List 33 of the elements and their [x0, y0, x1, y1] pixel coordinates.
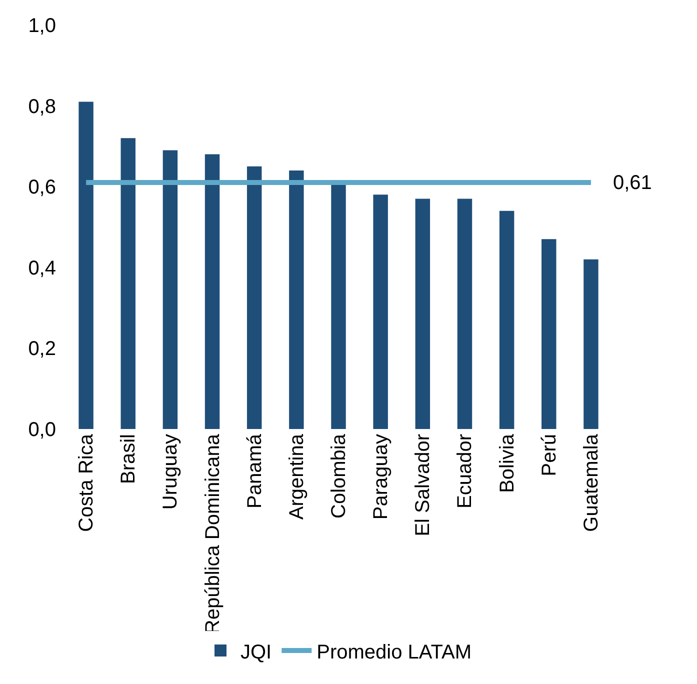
- y-tick-label: 0,8: [28, 96, 56, 118]
- x-tick-label: Panamá: [244, 433, 266, 508]
- bar: [78, 102, 94, 429]
- bar: [499, 210, 514, 429]
- y-tick-label: 0,6: [28, 176, 56, 199]
- x-tick-label: El Salvador: [412, 434, 434, 536]
- bar: [162, 150, 178, 429]
- legend-label: JQI: [240, 641, 272, 664]
- bar: [542, 239, 556, 429]
- x-tick-label: Argentina: [286, 433, 308, 520]
- bar: [246, 166, 262, 429]
- x-tick-label: Perú: [538, 434, 560, 476]
- bar: [204, 154, 220, 429]
- x-tick-label: Costa Rica: [76, 433, 98, 532]
- y-tick-label: 0,2: [28, 338, 56, 360]
- legend-label: Promedio LATAM: [316, 641, 472, 664]
- x-tick-label: Bolivia: [496, 433, 518, 493]
- bar: [120, 138, 136, 429]
- x-tick-label: Paraguay: [370, 434, 392, 520]
- x-tick-label: Ecuador: [454, 434, 476, 508]
- annotation: 0,61: [613, 172, 652, 194]
- y-tick-label: 0,0: [28, 419, 56, 441]
- x-tick-label: Brasil: [118, 434, 140, 484]
- bar: [584, 259, 598, 429]
- bar: [373, 194, 388, 429]
- bar: [415, 198, 430, 429]
- x-tick-label: Uruguay: [160, 434, 182, 510]
- bar: [457, 198, 472, 429]
- y-tick-label: 1,0: [28, 15, 56, 37]
- y-tick-label: 0,4: [28, 257, 56, 280]
- bar: [289, 170, 304, 429]
- x-tick-label: Colombia: [328, 433, 350, 518]
- x-tick-label: Guatemala: [580, 433, 602, 532]
